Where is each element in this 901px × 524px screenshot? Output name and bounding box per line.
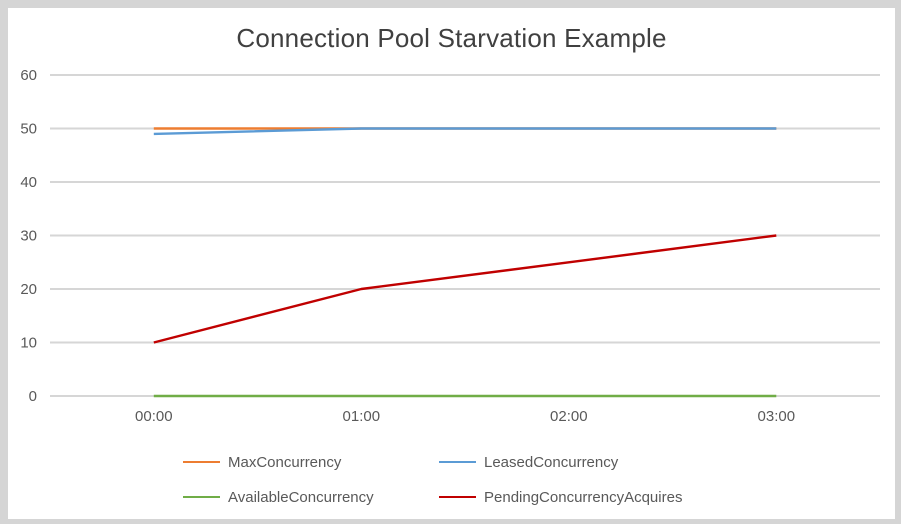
svg-text:10: 10 [20,335,37,352]
legend-item: LeasedConcurrency [439,452,682,472]
legend-line-swatch [183,495,220,499]
svg-text:20: 20 [20,281,37,298]
svg-text:00:00: 00:00 [135,408,173,425]
legend-item: PendingConcurrencyAcquires [439,487,682,507]
legend-item: AvailableConcurrency [183,487,439,507]
legend-label: LeasedConcurrency [484,453,619,471]
svg-text:0: 0 [29,388,37,405]
legend-line-swatch [439,495,476,499]
legend-line-swatch [183,460,220,464]
chart-canvas: 0 10 20 30 40 50 60 00:00 01:00 02:00 03:00 [20,67,880,425]
svg-text:50: 50 [20,121,37,138]
svg-text:02:00: 02:00 [550,408,588,425]
svg-text:60: 60 [20,67,37,84]
svg-text:30: 30 [20,228,37,245]
svg-text:40: 40 [20,174,37,191]
legend-label: AvailableConcurrency [228,488,374,506]
svg-text:03:00: 03:00 [758,408,796,425]
legend: MaxConcurrency LeasedConcurrency Available… [183,452,682,507]
legend-line-swatch [439,460,476,464]
svg-text:01:00: 01:00 [343,408,381,425]
legend-item: MaxConcurrency [183,452,439,472]
legend-label: MaxConcurrency [228,453,342,471]
legend-label: PendingConcurrencyAcquires [484,488,683,506]
chart-surface: 0 10 20 30 40 50 60 00:00 01:00 02:00 03:00 Connec… [8,8,895,519]
chart-title: Connection Pool Starvation Example [236,23,667,53]
